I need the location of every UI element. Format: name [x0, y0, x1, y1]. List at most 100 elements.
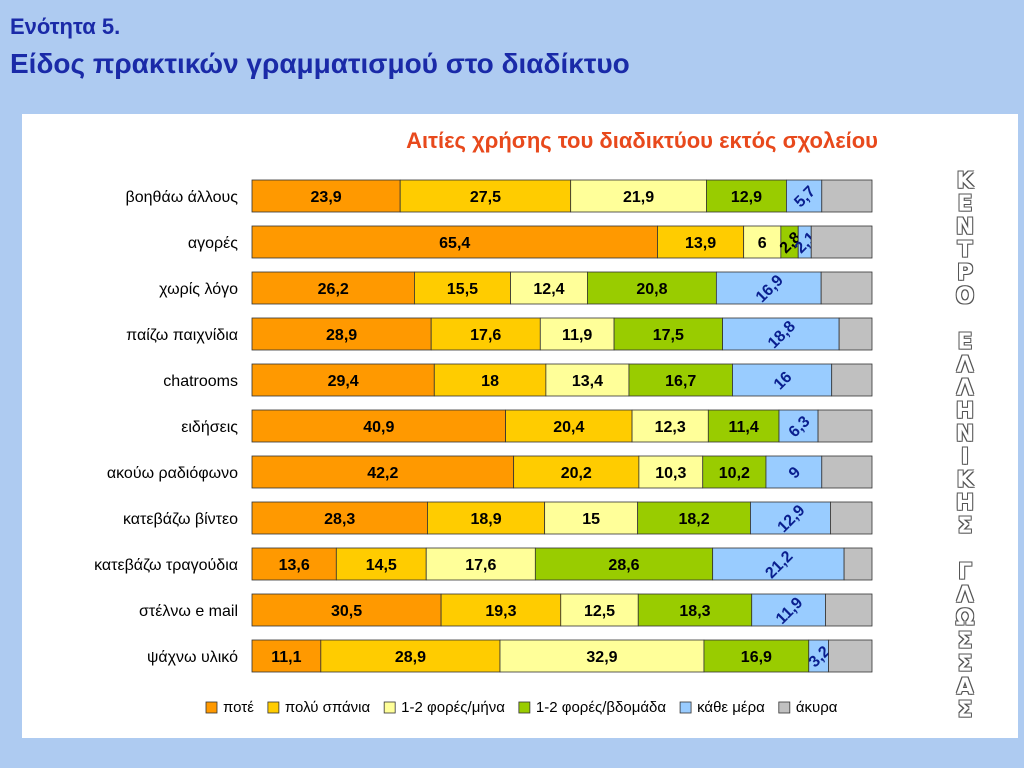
data-label: 11,9: [562, 327, 592, 344]
bar-segment: [810, 225, 873, 259]
bar-segment: [821, 455, 873, 489]
bar-segment: [320, 639, 501, 673]
bar-segment: [702, 455, 767, 489]
bar-segment: [657, 225, 745, 259]
chart-title: Αιτίες χρήσης του διαδικτύου εκτός σχολε…: [406, 128, 878, 153]
legend-entry: ποτέ: [223, 699, 254, 716]
data-label: 18,9: [470, 511, 501, 528]
bar-segment: [825, 593, 873, 627]
data-label: 29,4: [328, 373, 359, 390]
legend-entry: κάθε μέρα: [697, 699, 765, 716]
bar-segment: [637, 501, 751, 535]
bar-segment: [587, 271, 717, 305]
bar-segment: [712, 547, 845, 581]
bar-segment: [251, 501, 428, 535]
bar-segment: [251, 639, 322, 673]
chart-panel: Αιτίες χρήσης του διαδικτύου εκτός σχολε…: [22, 114, 1018, 738]
data-label: 23,9: [311, 189, 342, 206]
bar-segment: [715, 271, 822, 305]
data-label: 16,9: [741, 649, 772, 666]
data-label: 10,2: [719, 465, 750, 482]
data-label: 65,4: [439, 235, 470, 252]
data-label: 12,4: [533, 281, 564, 298]
bar-segment: [427, 501, 546, 535]
category-label: αγορές: [188, 235, 238, 252]
legend-swatch: [679, 701, 692, 714]
bar-segment: [722, 317, 840, 351]
bar-segment: [838, 317, 873, 351]
bar-segment: [613, 317, 723, 351]
bar-segment: [703, 639, 810, 673]
category-label: ειδήσεις: [181, 419, 238, 436]
bar-segment: [539, 317, 615, 351]
bar-segment: [830, 501, 873, 535]
bar-segment: [433, 363, 547, 397]
bar-segment: [828, 639, 873, 673]
bar-segment: [765, 455, 823, 489]
bar-segment: [570, 179, 707, 213]
bar-segment: [505, 409, 633, 443]
bar-segment: [251, 593, 442, 627]
legend-swatch: [205, 701, 218, 714]
bar-segment: [414, 271, 511, 305]
bar-segment: [251, 455, 515, 489]
bar-segment: [251, 363, 435, 397]
data-label: 12,3: [655, 419, 686, 436]
bar-segment: [251, 225, 658, 259]
bar-segment: [706, 179, 787, 213]
data-label: 40,9: [363, 419, 394, 436]
bar-segment: [707, 409, 780, 443]
data-label: 42,2: [367, 465, 398, 482]
data-label: 28,9: [395, 649, 426, 666]
bar-segment: [251, 547, 337, 581]
legend-entry: 1-2 φορές/βδομάδα: [536, 699, 667, 716]
data-label: 13,4: [572, 373, 603, 390]
bar-segment: [560, 593, 639, 627]
data-label: 20,2: [561, 465, 592, 482]
legend-entry: 1-2 φορές/μήνα: [401, 699, 505, 716]
bar-segment: [430, 317, 541, 351]
data-label: 17,6: [470, 327, 501, 344]
legend-swatch: [267, 701, 280, 714]
bar-segment: [817, 409, 873, 443]
data-label: 17,5: [653, 327, 684, 344]
data-label: 21,9: [623, 189, 654, 206]
bar-segment: [544, 501, 639, 535]
data-label: 6: [758, 235, 767, 252]
data-label: 14,5: [366, 557, 397, 574]
bar-segment: [545, 363, 630, 397]
data-label: 12,9: [731, 189, 762, 206]
bar-segment: [820, 271, 873, 305]
bar-segment: [425, 547, 536, 581]
category-label: στέλνω e mail: [139, 603, 238, 620]
data-label: 10,3: [655, 465, 686, 482]
category-label: ψάχνω υλικό: [147, 649, 238, 666]
category-label: βοηθάω άλλους: [126, 189, 239, 206]
data-label: 18,3: [679, 603, 710, 620]
bar-segment: [638, 455, 704, 489]
slide-subtitle: Είδος πρακτικών γραμματισμού στο διαδίκτ…: [10, 48, 630, 79]
data-label: 18,2: [678, 511, 709, 528]
bar-segment: [831, 363, 873, 397]
bar-segment: [251, 179, 401, 213]
bar-segment: [513, 455, 640, 489]
data-label: 11,1: [271, 649, 301, 666]
data-label: 26,2: [318, 281, 349, 298]
data-label: 28,6: [608, 557, 639, 574]
legend-swatch: [518, 701, 531, 714]
data-label: 17,6: [465, 557, 496, 574]
bar-segment: [732, 363, 833, 397]
legend-swatch: [778, 701, 791, 714]
data-label: 19,3: [485, 603, 516, 620]
data-label: 20,4: [553, 419, 584, 436]
category-label: κατεβάζω βίντεο: [123, 511, 238, 528]
legend-entry: άκυρα: [796, 699, 838, 716]
section-title: Ενότητα 5.: [10, 14, 121, 39]
data-label: 28,9: [326, 327, 357, 344]
bar-segment: [251, 409, 506, 443]
category-label: ακούω ραδιόφωνο: [107, 465, 238, 482]
legend-entry: πολύ σπάνια: [285, 699, 371, 716]
data-label: 11,4: [729, 419, 759, 436]
legend-swatch: [383, 701, 396, 714]
